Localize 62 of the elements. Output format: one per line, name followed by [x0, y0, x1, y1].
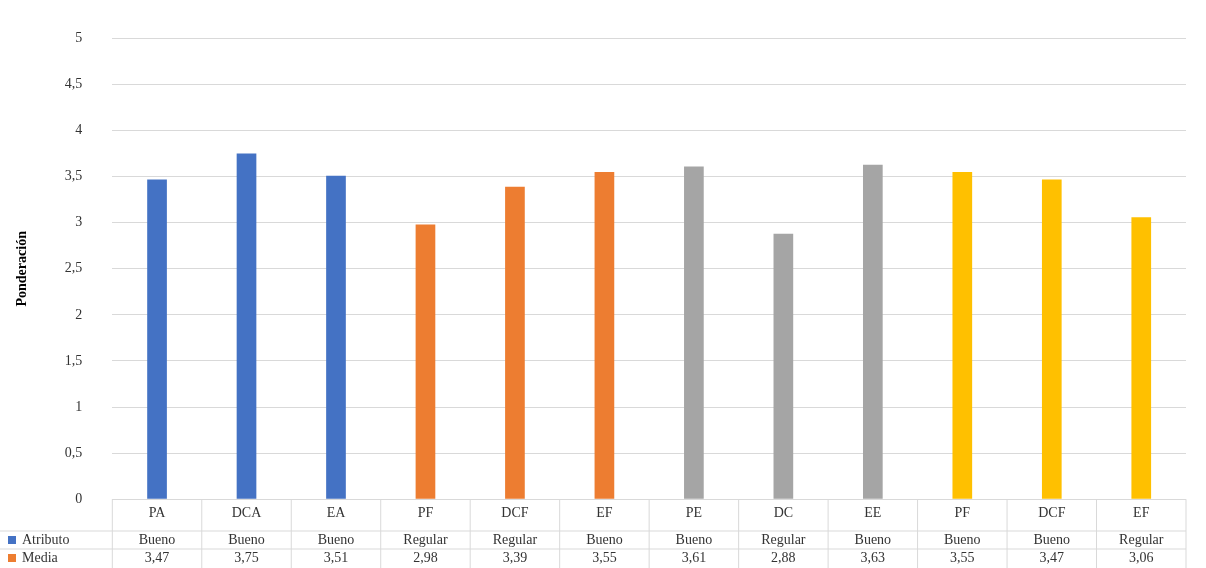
data-label: 2,88	[771, 549, 796, 565]
text: Regular	[492, 531, 538, 547]
x-tick-label: PE	[685, 505, 703, 521]
x-tick-label: PA	[148, 505, 167, 521]
data-label: 3,51	[323, 549, 349, 565]
x-tick-label: DCA	[231, 505, 263, 521]
text: Regular	[403, 531, 448, 547]
text: Bueno	[228, 531, 265, 547]
data-label: 3,63	[860, 549, 886, 565]
data-label: 2,98	[413, 549, 438, 565]
y-tick-label: 4,5	[64, 76, 83, 92]
x-tick-label: EA	[326, 505, 347, 521]
text: Bueno	[317, 531, 355, 547]
y-tick-label: 1	[75, 398, 83, 414]
y-tick-label: 5	[75, 30, 83, 46]
x-tick-label: DC	[773, 505, 794, 521]
data-label: 3,61	[681, 549, 707, 565]
text: Bueno	[944, 531, 981, 547]
data-label: 3,39	[502, 549, 528, 565]
x-tick-label: PF	[417, 505, 434, 521]
x-tick-label: EE	[864, 505, 882, 521]
data-label: 3,75	[234, 549, 259, 565]
bar	[594, 172, 615, 499]
y-tick-label: 4	[75, 122, 83, 138]
x-tick-label: EF	[596, 505, 613, 521]
bar	[1131, 217, 1152, 499]
bar	[147, 179, 167, 499]
x-tick-label: EF	[1133, 505, 1150, 521]
text: Bueno	[854, 531, 892, 547]
y-tick-label: 2	[75, 306, 83, 322]
bar	[505, 186, 525, 499]
y-tick-label: 0,5	[64, 444, 83, 460]
y-tick-label: 3	[75, 214, 83, 230]
data-label: 3,55	[950, 549, 975, 565]
data-label: 3,55	[592, 549, 617, 565]
legend-label: Media	[22, 549, 59, 565]
bar	[684, 166, 704, 499]
text: Regular	[761, 531, 806, 547]
text: Bueno	[138, 531, 176, 547]
text: Bueno	[1033, 531, 1071, 547]
bar	[326, 175, 346, 499]
text: Bueno	[586, 531, 623, 547]
bar	[415, 224, 436, 499]
text: Bueno	[675, 531, 713, 547]
y-axis-title: Ponderación	[14, 230, 30, 307]
y-tick-label: 0	[75, 490, 83, 506]
data-label: 3,47	[144, 549, 170, 565]
x-tick-label: DCF	[1038, 505, 1066, 521]
text: Regular	[1119, 531, 1164, 547]
bar	[1041, 179, 1062, 499]
y-tick-label: 3,5	[64, 168, 83, 184]
y-tick-label: 1,5	[64, 352, 83, 368]
data-label: 3,06	[1129, 549, 1154, 565]
bar	[236, 153, 257, 499]
bar	[773, 233, 794, 499]
bar	[863, 164, 883, 499]
text: Atributo	[22, 531, 70, 547]
x-tick-label: PF	[954, 505, 971, 521]
x-tick-label: DCF	[501, 505, 529, 521]
y-tick-label: 2,5	[64, 260, 83, 276]
data-label: 3,47	[1039, 549, 1065, 565]
bar	[952, 172, 973, 499]
